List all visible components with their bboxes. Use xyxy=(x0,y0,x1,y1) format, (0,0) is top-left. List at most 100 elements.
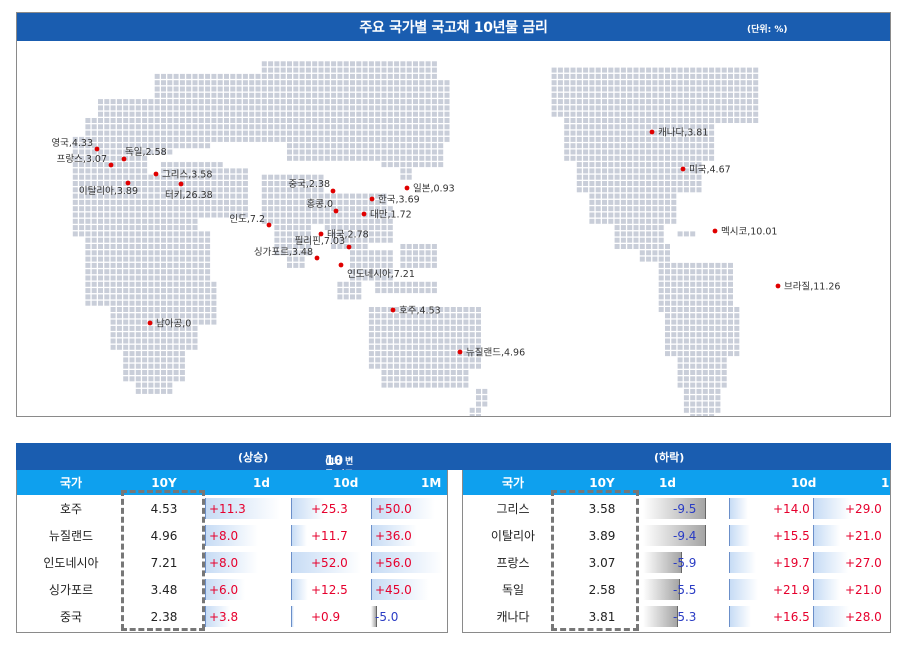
change-bar xyxy=(729,579,758,600)
yield-10y-cell-value: 2.58 xyxy=(588,582,616,597)
pin-label: 싱가포르,3.48 xyxy=(254,247,313,258)
pin-dot xyxy=(108,162,114,168)
col-10d: 10d xyxy=(333,475,359,490)
change-m1-cell-value: +28.0 xyxy=(845,609,882,624)
pin-dot xyxy=(338,262,344,268)
pin-label: 인도네시아,7.21 xyxy=(347,269,415,280)
country-cell: 프랑스 xyxy=(463,549,563,576)
highlight-dash-top xyxy=(121,490,205,493)
pin-label: 미국,4.67 xyxy=(689,165,731,176)
change-m1-cell: +21.0 xyxy=(811,522,890,549)
yield-10y-cell: 3.81 xyxy=(563,603,641,630)
rising-table: 국가 10Y 1d 10d 1M 호주 4.53 +11.3 +25.3 +50.0 뉴질… xyxy=(16,470,448,633)
change-d1-cell-value: +8.0 xyxy=(209,528,239,543)
yield-10y-cell-value: 3.48 xyxy=(150,582,178,597)
pin-label: 영국,4.33 xyxy=(51,138,93,149)
change-bar xyxy=(813,525,840,546)
yield-10y-cell: 3.48 xyxy=(125,576,203,603)
table-row: 중국 2.38 +3.8 +0.9 -5.0 xyxy=(17,603,447,630)
pin-label: 뉴질랜드,4.96 xyxy=(466,347,525,359)
change-m1-cell-value: +56.0 xyxy=(375,555,412,570)
pin-label: 필리핀,7.03 xyxy=(295,235,345,247)
yield-10y-cell: 4.53 xyxy=(125,495,203,522)
yield-map-panel: 주요 국가별 국고채 10년물 금리 (단위: %) 영국,4.33 독일,2.5… xyxy=(16,12,891,417)
yield-10y-cell-value: 3.58 xyxy=(588,501,616,516)
map-header: 주요 국가별 국고채 10년물 금리 (단위: %) xyxy=(17,13,890,41)
pin-dot xyxy=(266,222,272,228)
country-cell-value: 프랑스 xyxy=(496,556,530,570)
change-d1-cell: +6.0 xyxy=(203,576,289,603)
change-bar xyxy=(291,525,307,546)
col-10d: 10d xyxy=(791,475,817,490)
rising-table-header: 국가 10Y 1d 10d 1M xyxy=(17,470,447,495)
col-1d: 1d xyxy=(659,475,676,490)
change-bar xyxy=(205,525,258,546)
yield-ranking-panel: (상승) 10년물 금리 변동 국가 순위 (1d 변동 기준 %,bp) (하… xyxy=(16,443,891,659)
change-bar xyxy=(643,606,678,627)
yield-10y-cell-value: 7.21 xyxy=(150,555,178,570)
yield-10y-cell: 2.38 xyxy=(125,603,203,630)
change-m1-cell-value: +36.0 xyxy=(375,528,412,543)
change-d1-cell-value: -5.9 xyxy=(673,555,697,570)
table-row: 이탈리아 3.89 -9.4 +15.5 +21.0 xyxy=(463,522,890,549)
table-row: 호주 4.53 +11.3 +25.3 +50.0 xyxy=(17,495,447,522)
change-d10-cell-value: +25.3 xyxy=(311,501,348,516)
pin-label: 일본,0.93 xyxy=(413,184,455,195)
change-bar xyxy=(371,552,443,573)
pin-dot xyxy=(404,185,410,191)
change-d1-cell: -5.3 xyxy=(641,603,727,630)
change-bar xyxy=(643,579,680,600)
yield-10y-cell: 7.21 xyxy=(125,549,203,576)
country-cell-value: 그리스 xyxy=(496,502,530,516)
change-m1-cell: +45.0 xyxy=(369,576,447,603)
change-d1-cell-value: +11.3 xyxy=(209,501,246,516)
change-bar xyxy=(371,579,429,600)
pin-dot xyxy=(390,307,396,313)
change-d1-cell-value: -5.3 xyxy=(673,609,697,624)
change-d10-cell-value: +11.7 xyxy=(311,528,348,543)
pin-dot xyxy=(649,129,655,135)
yield-10y-cell-value: 3.07 xyxy=(588,555,616,570)
pin-label: 멕시코,10.01 xyxy=(721,227,777,238)
highlight-10y-column xyxy=(121,490,205,630)
change-d10-cell: +14.0 xyxy=(727,495,811,522)
change-bar xyxy=(291,606,294,627)
yield-10y-cell: 3.58 xyxy=(563,495,641,522)
change-m1-cell: -5.0 xyxy=(369,603,447,630)
pin-label: 한국,3.69 xyxy=(378,195,420,206)
country-cell: 뉴질랜드 xyxy=(17,522,125,549)
yield-10y-cell-value: 2.38 xyxy=(150,609,178,624)
change-bar xyxy=(813,579,840,600)
change-bar xyxy=(643,552,682,573)
change-d1-cell: -9.4 xyxy=(641,522,727,549)
country-cell: 호주 xyxy=(17,495,125,522)
change-m1-cell: +56.0 xyxy=(369,549,447,576)
yield-10y-cell: 3.07 xyxy=(563,549,641,576)
pin-dot xyxy=(330,188,336,194)
pin-label: 브라질,11.26 xyxy=(784,281,840,293)
change-m1-cell-value: +50.0 xyxy=(375,501,412,516)
change-bar xyxy=(291,498,325,519)
yield-10y-cell-value: 4.96 xyxy=(150,528,178,543)
falling-label: (하락) xyxy=(654,451,685,464)
country-cell-value: 독일 xyxy=(501,583,525,597)
country-cell: 싱가포르 xyxy=(17,576,125,603)
table-row: 그리스 3.58 -9.5 +14.0 +29.0 xyxy=(463,495,890,522)
change-bar xyxy=(371,525,417,546)
pin-label: 독일,2.58 xyxy=(125,147,167,158)
land-grid xyxy=(72,61,759,416)
change-m1-cell-value: +27.0 xyxy=(845,555,882,570)
country-cell: 이탈리아 xyxy=(463,522,563,549)
change-d1-cell: +11.3 xyxy=(203,495,289,522)
yield-10y-cell-value: 4.53 xyxy=(150,501,178,516)
change-d1-cell-value: -9.4 xyxy=(673,528,697,543)
change-d10-cell-value: +52.0 xyxy=(311,555,348,570)
col-country: 국가 xyxy=(501,476,525,490)
pin-label: 남아공,0 xyxy=(156,319,191,330)
country-cell-value: 호주 xyxy=(59,502,83,516)
pin-dot xyxy=(712,228,718,234)
change-d10-cell: +25.3 xyxy=(289,495,369,522)
change-bar xyxy=(813,498,850,519)
ranking-header: (상승) 10년물 금리 변동 국가 순위 (1d 변동 기준 %,bp) (하… xyxy=(16,443,891,659)
change-bar xyxy=(205,606,230,627)
